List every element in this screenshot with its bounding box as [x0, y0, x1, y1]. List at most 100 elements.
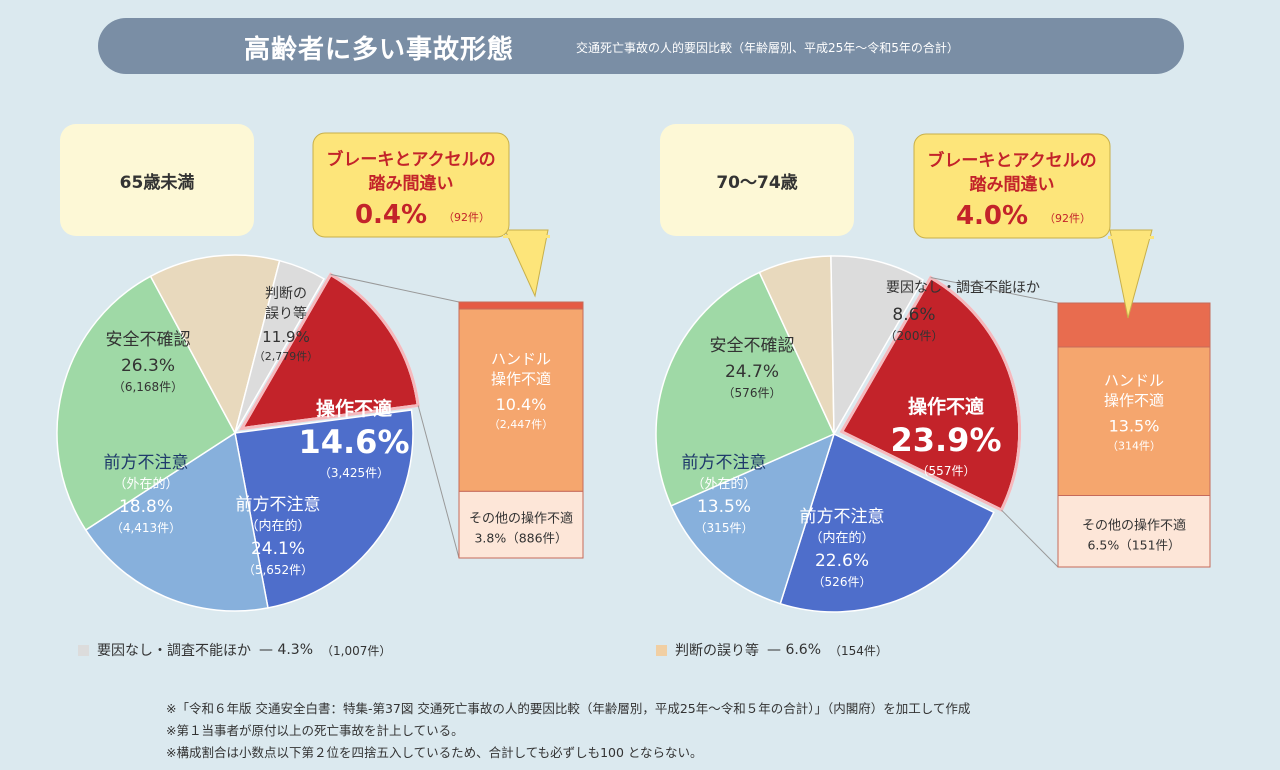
- callout-join: [1108, 236, 1154, 239]
- slice-label: 前方不注意: [236, 495, 321, 515]
- legend-left: 要因なし・調査不能ほか — 4.3% （1,007件）: [78, 640, 391, 660]
- breakdown-segment-other: [458, 490, 584, 559]
- slice-sublabel: （内在的）: [245, 518, 310, 534]
- callout-join: [503, 235, 550, 238]
- legend-right: 判断の誤り等 — 6.6% （154件）: [656, 640, 888, 660]
- pie-slice-gaizai: [670, 432, 836, 605]
- slice-count: （6,168件）: [113, 380, 183, 394]
- breakdown-label: その他の操作不適: [1082, 517, 1186, 533]
- slice-sublabel: （内在的）: [809, 530, 874, 546]
- slice-label: 誤り等: [265, 305, 307, 322]
- slice-label: 操作不適: [316, 397, 392, 420]
- pie-slice-naizai: [234, 409, 414, 609]
- breakdown-label: 操作不適: [491, 370, 551, 388]
- slice-label: 安全不確認: [106, 330, 191, 350]
- pie-slice-youin: [830, 255, 925, 437]
- breakdown-label: その他の操作不適: [469, 511, 573, 527]
- breakdown-segment-other: [1057, 495, 1211, 568]
- breakdown-count: （2,447件）: [489, 418, 554, 431]
- pie-slice-anzen: [56, 275, 236, 531]
- breakdown-value: 10.4%: [496, 395, 547, 414]
- pie-slice-highlight: [238, 272, 420, 431]
- connector-line-bottom: [1001, 509, 1059, 568]
- slice-value: 14.6%: [298, 423, 409, 461]
- callout-box: [913, 133, 1111, 239]
- connector-line-top: [330, 273, 460, 303]
- slice-value: 11.9%: [262, 328, 310, 346]
- footer-note-1: ※「令和６年版 交通安全白書：特集-第37図 交通死亡事故の人的要因比較（年齢層…: [166, 701, 971, 716]
- age-group-title-left: 65歳未満: [60, 124, 254, 236]
- pie-slice-youin: [234, 259, 326, 434]
- breakdown-value: 6.5%（151件）: [1087, 537, 1180, 552]
- callout-title: 踏み間違い: [369, 173, 454, 194]
- connector-line-bottom: [417, 405, 460, 559]
- legend-swatch: [656, 644, 667, 656]
- breakdown-label: ハンドル: [1104, 371, 1164, 389]
- legend-label: 判断の誤り等: [675, 643, 759, 659]
- slice-count: （3,425件）: [319, 466, 389, 480]
- slice-value: 18.8%: [119, 497, 173, 517]
- breakdown-count: （314件）: [1107, 439, 1161, 452]
- legend-label: 要因なし・調査不能ほか: [97, 643, 251, 659]
- slice-count: （526件）: [813, 575, 872, 589]
- pie-slice-naizai: [779, 432, 995, 613]
- slice-label: 前方不注意: [800, 507, 885, 527]
- slice-count: （2,779件）: [254, 350, 319, 363]
- page-title: 高齢者に多い事故形態: [244, 35, 515, 65]
- slice-value: 24.7%: [725, 362, 779, 382]
- callout-title: ブレーキとアクセルの: [326, 149, 495, 170]
- legend-swatch: [78, 644, 89, 656]
- legend-value: — 4.3%: [259, 642, 314, 658]
- breakdown-value: 13.5%: [1109, 416, 1160, 435]
- slice-label: 要因なし・調査不能ほか: [886, 280, 1040, 296]
- callout-title: ブレーキとアクセルの: [927, 150, 1096, 171]
- slice-count: （315件）: [695, 521, 754, 535]
- pie-slice-gaizai: [84, 431, 269, 612]
- breakdown-segment-handle: [1057, 346, 1211, 496]
- pie-slice-anzen: [655, 271, 836, 507]
- callout-value: 4.0%: [956, 201, 1028, 231]
- slice-count: （200件）: [885, 329, 944, 343]
- slice-value: 24.1%: [251, 539, 305, 559]
- pie-slice-handan: [149, 254, 281, 436]
- callout-count: （92件）: [1044, 212, 1091, 225]
- breakdown-segment-handle: [458, 308, 584, 492]
- header-banner: 高齢者に多い事故形態 交通死亡事故の人的要因比較（年齢層別、平成25年～令和5年…: [98, 18, 1184, 74]
- slice-sublabel: （外在的）: [691, 476, 756, 492]
- callout-tail: [504, 229, 549, 298]
- slice-count: （557件）: [917, 464, 976, 478]
- slice-value: 22.6%: [815, 551, 869, 571]
- slice-count: （4,413件）: [111, 521, 181, 535]
- footer-note-3: ※構成割合は小数点以下第２位を四捨五入しているため、合計しても必ずしも100 と…: [166, 745, 703, 760]
- age-group-title-right: 70～74歳: [660, 124, 854, 236]
- pie-slice-highlight: [839, 275, 1022, 513]
- slice-value: 13.5%: [697, 497, 751, 517]
- slice-count: （5,652件）: [243, 563, 313, 577]
- callout-tail: [1109, 229, 1153, 319]
- breakdown-value: 3.8%（886件）: [474, 531, 567, 546]
- breakdown-label: ハンドル: [491, 350, 551, 368]
- callout-box: [312, 132, 510, 238]
- slice-value: 23.9%: [890, 421, 1001, 459]
- slice-label: 前方不注意: [682, 453, 767, 473]
- callout-value: 0.4%: [355, 200, 427, 230]
- connector-line-top: [930, 277, 1059, 304]
- slice-label: 判断の: [265, 286, 307, 302]
- slice-count: （576件）: [723, 386, 782, 400]
- callout-title: 踏み間違い: [970, 174, 1055, 195]
- slice-sublabel: （外在的）: [113, 476, 178, 492]
- breakdown-label: 操作不適: [1104, 391, 1164, 409]
- callout-count: （92件）: [443, 211, 490, 224]
- page-subtitle: 交通死亡事故の人的要因比較（年齢層別、平成25年～令和5年の合計）: [576, 41, 959, 55]
- slice-label: 前方不注意: [104, 453, 189, 473]
- slice-value: 8.6%: [892, 305, 935, 325]
- footer-note-2: ※第１当事者が原付以上の死亡事故を計上している。: [166, 723, 464, 738]
- legend-count: （154件）: [829, 643, 888, 658]
- legend-value: — 6.6%: [767, 642, 822, 658]
- slice-label: 操作不適: [908, 395, 984, 418]
- slice-label: 安全不確認: [710, 336, 795, 356]
- slice-value: 26.3%: [121, 356, 175, 376]
- legend-count: （1,007件）: [321, 643, 392, 658]
